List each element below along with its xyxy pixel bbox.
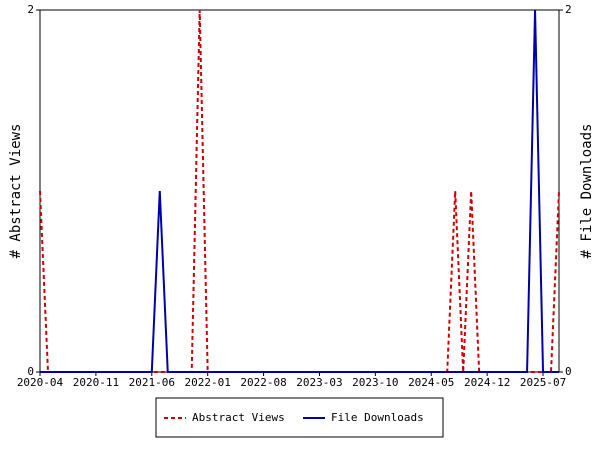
x-tick-label: 2023-03 xyxy=(296,376,342,389)
y-tick-label: 0 xyxy=(27,365,34,378)
x-tick-label: 2024-12 xyxy=(464,376,510,389)
plot-frame xyxy=(39,9,560,373)
x-tick-label: 2022-01 xyxy=(184,376,230,389)
x-tick-label: 2022-08 xyxy=(240,376,286,389)
y2-tick-label: 2 xyxy=(565,3,572,16)
y-tick-label: 2 xyxy=(27,3,34,16)
y2-axis-title: # File Downloads xyxy=(579,124,595,259)
series-line xyxy=(39,9,560,373)
x-tick-label: 2023-10 xyxy=(352,376,398,389)
x-tick-label: 2025-07 xyxy=(520,376,566,389)
x-tick-label: 2020-11 xyxy=(73,376,119,389)
y-axis-title: # Abstract Views xyxy=(8,124,24,259)
x-tick-label: 2021-06 xyxy=(129,376,175,389)
legend-label: File Downloads xyxy=(331,411,424,424)
legend-label: Abstract Views xyxy=(192,411,285,424)
x-tick-label: 2024-05 xyxy=(408,376,454,389)
legend xyxy=(155,397,444,438)
x-tick-label: 2020-04 xyxy=(17,376,64,389)
series-line xyxy=(40,9,559,373)
y2-tick-label: 0 xyxy=(565,365,572,378)
